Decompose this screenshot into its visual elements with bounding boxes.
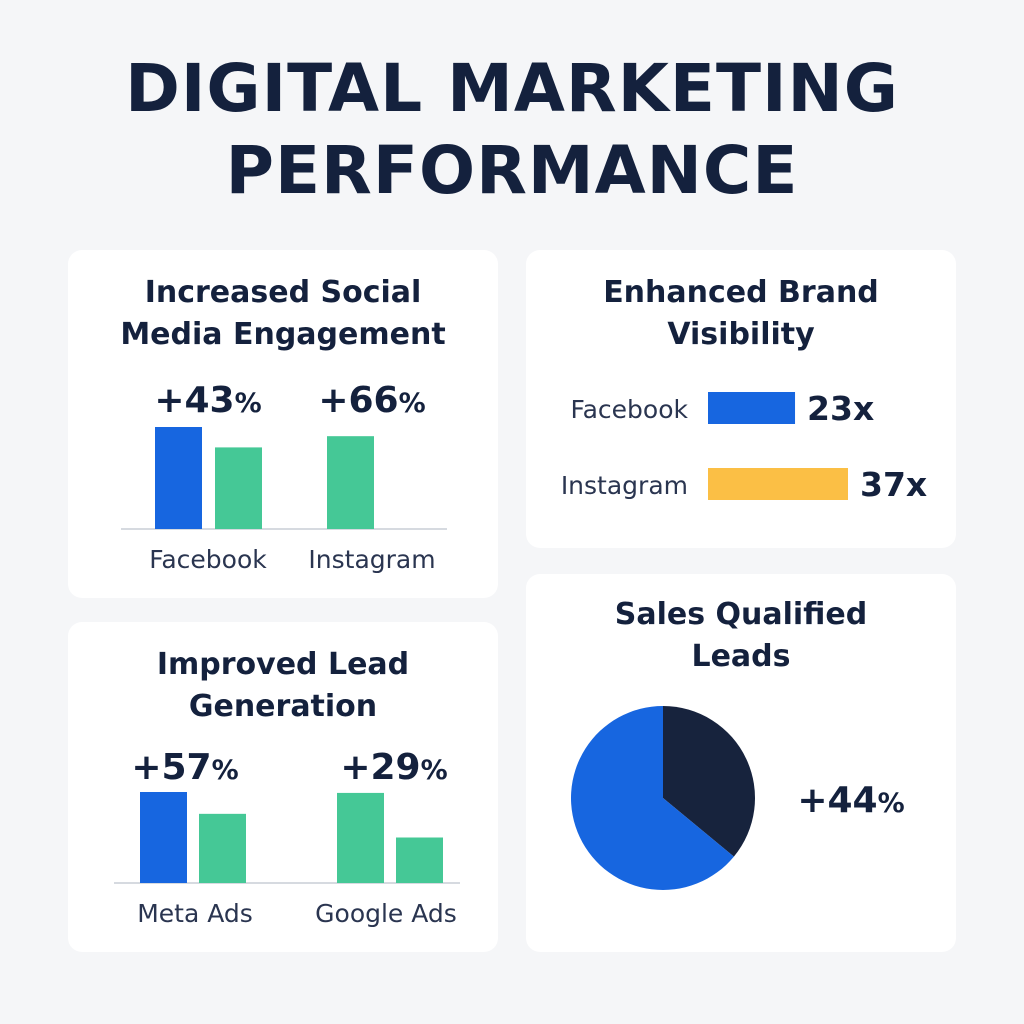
lead-generation-chart: +57% Meta Ads +29% Google Ads	[114, 747, 460, 928]
pie-slice-2	[571, 706, 734, 890]
bar-facebook-2	[215, 447, 262, 529]
lead-generation-title-line2: Generation	[188, 689, 378, 724]
bar-instagram	[708, 468, 848, 500]
page-title-line1: DIGITAL MARKETING	[125, 50, 899, 127]
data-label-facebook: 23x	[807, 389, 874, 428]
brand-visibility-card: Enhanced Brand Visibility Facebook 23x Ins…	[526, 250, 956, 548]
lead-generation-card: Improved Lead Generation +57% Meta Ads +29…	[68, 622, 498, 952]
category-label-meta-ads: Meta Ads	[137, 899, 253, 928]
bar-instagram-1	[327, 436, 374, 529]
lead-generation-card-title: Improved Lead Generation	[68, 644, 498, 728]
page-title: DIGITAL MARKETING PERFORMANCE	[0, 48, 1024, 212]
data-label-instagram: 37x	[860, 465, 927, 504]
pie-slice-1	[663, 706, 755, 857]
data-label-google-ads: +29%	[340, 747, 447, 788]
engagement-title-line2: Media Engagement	[120, 317, 446, 352]
engagement-chart: +43% Facebook +66% Instagram	[121, 380, 447, 574]
sales-qualified-leads-chart: +44%	[571, 706, 905, 890]
bar-meta-ads-2	[199, 813, 246, 883]
category-label-facebook: Facebook	[571, 395, 689, 424]
bar-google-ads-2	[396, 837, 443, 883]
category-label-instagram: Instagram	[561, 471, 688, 500]
brand-visibility-title-line1: Enhanced Brand	[603, 275, 879, 310]
engagement-title-line1: Increased Social	[144, 275, 422, 310]
brand-visibility-card-title: Enhanced Brand Visibility	[526, 272, 956, 356]
category-label-facebook: Facebook	[149, 545, 267, 574]
bar-google-ads-1	[337, 792, 384, 883]
bar-meta-ads-1	[140, 792, 187, 883]
category-label-google-ads: Google Ads	[315, 899, 457, 928]
bar-facebook-1	[155, 427, 202, 529]
pie-data-label: +44%	[797, 780, 904, 821]
category-label-instagram: Instagram	[308, 545, 435, 574]
engagement-card-title: Increased Social Media Engagement	[68, 272, 498, 356]
sales-qualified-leads-card: Sales Qualified Leads +44%	[526, 574, 956, 952]
data-label-meta-ads: +57%	[131, 747, 238, 788]
lead-generation-title-line1: Improved Lead	[156, 647, 410, 682]
bar-facebook	[708, 392, 796, 424]
engagement-card: Increased Social Media Engagement +43% Fa…	[68, 250, 498, 598]
page-title-line2: PERFORMANCE	[225, 132, 799, 209]
sales-qualified-leads-card-title: Sales Qualified Leads	[526, 594, 956, 678]
sales-leads-title-line2: Leads	[691, 639, 791, 674]
data-label-facebook: +43%	[154, 380, 261, 421]
brand-visibility-title-line2: Visibility	[667, 317, 815, 352]
sales-leads-title-line1: Sales Qualified	[614, 597, 868, 632]
data-label-instagram: +66%	[318, 380, 425, 421]
brand-visibility-chart: Facebook 23x Instagram 37x	[561, 389, 927, 504]
